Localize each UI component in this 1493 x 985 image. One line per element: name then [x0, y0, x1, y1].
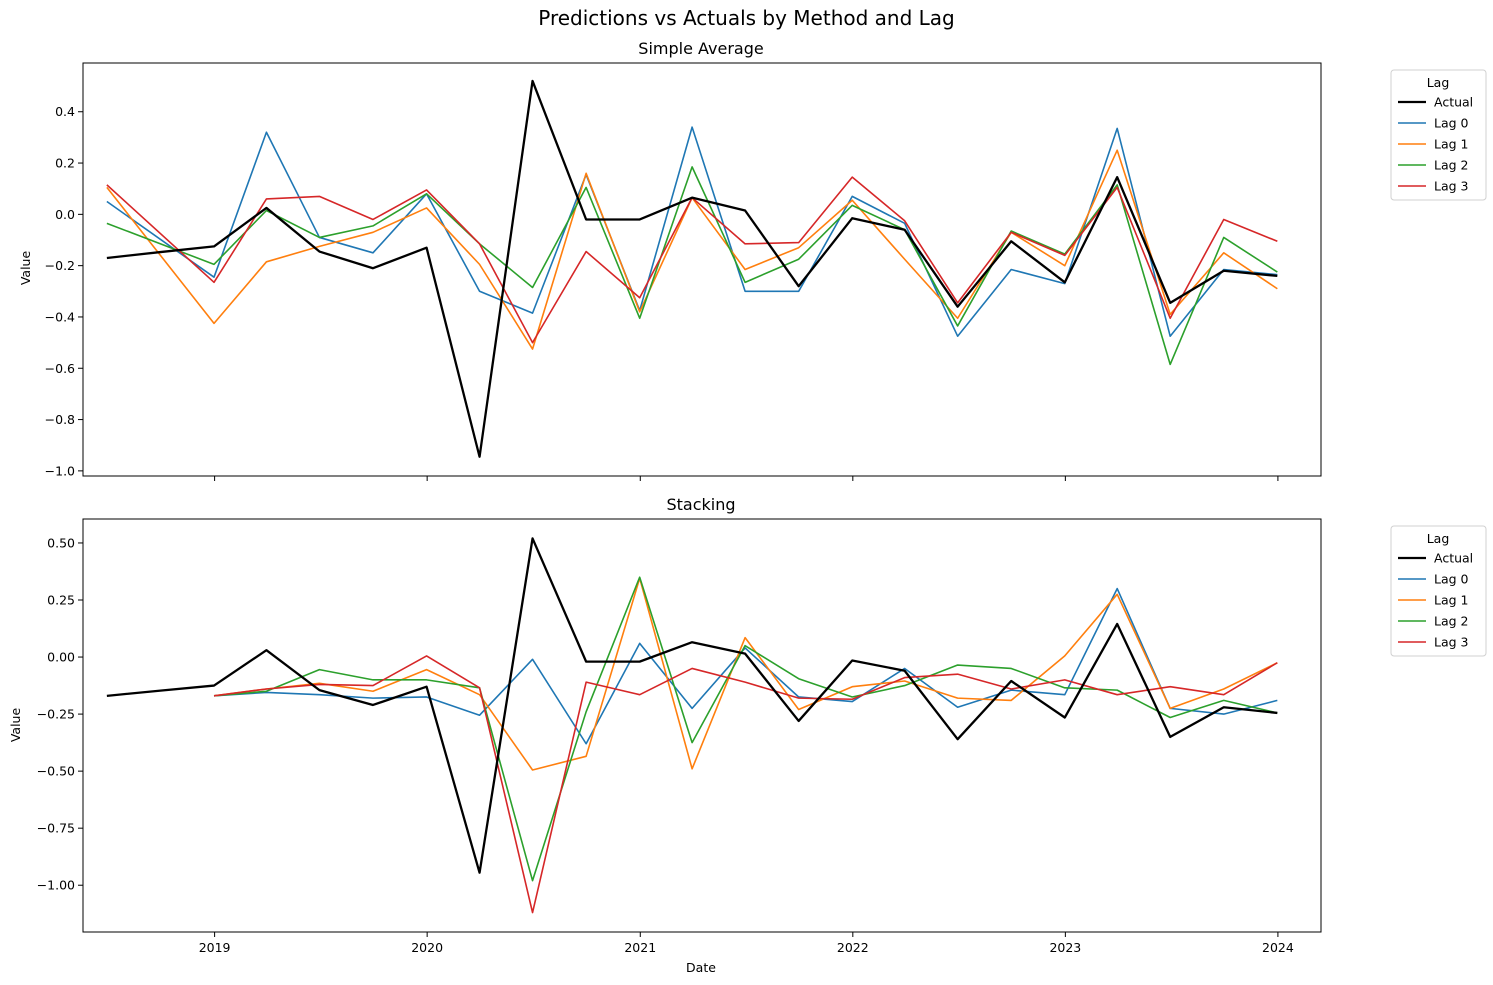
panel-simple-average: Simple Average Value −1.0 −0.8 −0.6 −0.4 −0.… — [18, 39, 1487, 481]
y-tick-label: −0.4 — [45, 309, 75, 324]
legend-label-lag-1: Lag 1 — [1434, 593, 1469, 608]
x-tick-label: 2022 — [837, 940, 869, 955]
x-ticks — [214, 476, 1279, 481]
legend-label-actual: Actual — [1434, 95, 1473, 110]
legend-title: Lag — [1427, 531, 1450, 546]
panel-title: Simple Average — [638, 39, 763, 58]
series-lines — [106, 537, 1278, 914]
series-line-lag-2 — [213, 576, 1278, 882]
series-line-lag-1 — [213, 577, 1278, 771]
series-line-lag-0 — [106, 126, 1278, 338]
legend-label-lag-1: Lag 1 — [1434, 137, 1469, 152]
panel-stacking: Stacking Value −1.00 −0.75 −0.50 −0.25 0.00 0… — [8, 495, 1487, 975]
x-tick-label: 2019 — [199, 940, 231, 955]
y-tick-label: −1.0 — [45, 463, 75, 478]
legend-label-lag-0: Lag 0 — [1434, 116, 1469, 131]
y-tick-label: −1.00 — [37, 878, 75, 893]
plot-area: −1.0 −0.8 −0.6 −0.4 −0.2 0.0 0.2 0.4 — [45, 62, 1322, 481]
x-ticks: 2019 2020 2021 2022 2023 2024 — [199, 932, 1294, 955]
legend: Lag Actual Lag 0 Lag 1 Lag 2 Lag 3 — [1390, 525, 1487, 657]
y-axis-label: Value — [8, 708, 23, 743]
y-tick-label: −0.8 — [45, 412, 75, 427]
legend-label-lag-3: Lag 3 — [1434, 179, 1469, 194]
y-tick-label: −0.50 — [37, 764, 75, 779]
y-tick-label: 0.00 — [47, 650, 75, 665]
series-line-lag-1 — [106, 149, 1278, 350]
axes-frame — [82, 62, 1322, 477]
legend: Lag Actual Lag 0 Lag 1 Lag 2 Lag 3 — [1390, 69, 1487, 201]
series-line-lag-3 — [213, 655, 1278, 914]
y-tick-label: 0.2 — [55, 156, 75, 171]
x-tick-label: 2020 — [411, 940, 443, 955]
x-tick-label: 2024 — [1262, 940, 1294, 955]
series-line-actual — [106, 537, 1278, 874]
legend-title: Lag — [1427, 75, 1450, 90]
y-ticks: −1.00 −0.75 −0.50 −0.25 0.00 0.25 0.50 — [37, 535, 83, 893]
legend-items: Actual Lag 0 Lag 1 Lag 2 Lag 3 — [1398, 551, 1473, 650]
series-lines — [106, 79, 1278, 458]
x-tick-label: 2023 — [1049, 940, 1081, 955]
y-tick-label: −0.6 — [45, 361, 75, 376]
legend-label-lag-0: Lag 0 — [1434, 572, 1469, 587]
series-line-lag-0 — [213, 587, 1278, 745]
plot-area: −1.00 −0.75 −0.50 −0.25 0.00 0.25 0.50 2019 202… — [37, 518, 1322, 955]
legend-label-actual: Actual — [1434, 551, 1473, 566]
y-tick-label: 0.0 — [55, 207, 75, 222]
figure-title: Predictions vs Actuals by Method and Lag — [538, 6, 955, 30]
x-tick-label: 2021 — [624, 940, 656, 955]
y-tick-label: 0.50 — [47, 535, 75, 550]
y-tick-label: 0.25 — [47, 593, 75, 608]
legend-label-lag-2: Lag 2 — [1434, 158, 1469, 173]
y-tick-label: −0.25 — [37, 707, 75, 722]
panel-title: Stacking — [666, 495, 735, 514]
axes-frame — [82, 518, 1322, 933]
y-axis-label: Value — [18, 251, 33, 286]
legend-label-lag-3: Lag 3 — [1434, 635, 1469, 650]
y-tick-label: 0.4 — [55, 104, 75, 119]
y-tick-label: −0.2 — [45, 258, 75, 273]
series-line-actual — [106, 79, 1278, 458]
series-line-lag-3 — [106, 176, 1278, 344]
y-tick-label: −0.75 — [37, 821, 75, 836]
x-axis-label: Date — [686, 960, 716, 975]
legend-label-lag-2: Lag 2 — [1434, 614, 1469, 629]
y-ticks: −1.0 −0.8 −0.6 −0.4 −0.2 0.0 0.2 0.4 — [45, 104, 83, 478]
series-line-lag-2 — [106, 166, 1278, 366]
legend-items: Actual Lag 0 Lag 1 Lag 2 Lag 3 — [1398, 95, 1473, 194]
